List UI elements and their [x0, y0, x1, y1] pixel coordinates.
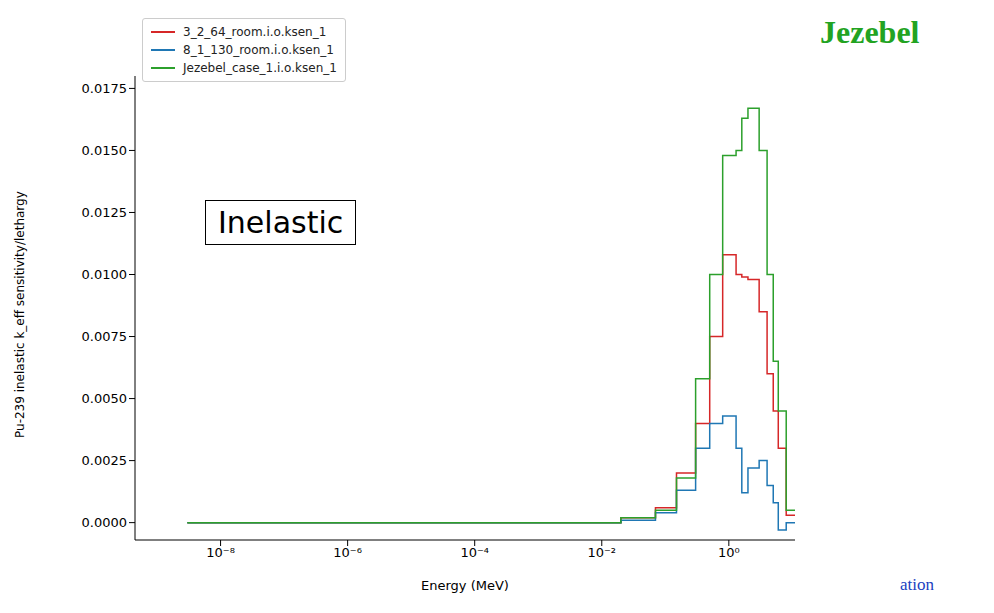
html-text:Jezebel_case_1.i.o.ksen_1: Jezebel_case_1.i.o.ksen_1 [183, 61, 337, 75]
svg-text:0.0075: 0.0075 [82, 329, 128, 344]
html-text:Inelastic: Inelastic [218, 205, 344, 240]
svg-text:0.0025: 0.0025 [82, 453, 128, 468]
svg-text:10⁻⁶: 10⁻⁶ [333, 545, 362, 560]
svg-text:0.0150: 0.0150 [82, 143, 128, 158]
svg-text:10⁻⁸: 10⁻⁸ [206, 545, 235, 560]
svg-text:0.0125: 0.0125 [82, 205, 128, 220]
html-text:3_2_64_room.i.o.ksen_1: 3_2_64_room.i.o.ksen_1 [183, 25, 327, 39]
svg-text:0.0050: 0.0050 [82, 391, 128, 406]
svg-text:10⁰: 10⁰ [718, 545, 740, 560]
svg-text:Pu-239 inelastic k_eff sensiti: Pu-239 inelastic k_eff sensitivity/letha… [13, 191, 27, 438]
svg-text:0.0100: 0.0100 [82, 267, 128, 282]
html-text:ation: ation [900, 575, 934, 594]
svg-text:Energy (MeV): Energy (MeV) [421, 578, 509, 593]
svg-text:10⁻⁴: 10⁻⁴ [460, 545, 489, 560]
html-text:8_1_130_room.i.o.ksen_1: 8_1_130_room.i.o.ksen_1 [183, 43, 334, 57]
html-text:Jezebel: Jezebel [820, 14, 920, 50]
svg-text:10⁻²: 10⁻² [587, 545, 616, 560]
svg-text:0.0000: 0.0000 [82, 515, 128, 530]
svg-text:0.0175: 0.0175 [82, 81, 128, 96]
